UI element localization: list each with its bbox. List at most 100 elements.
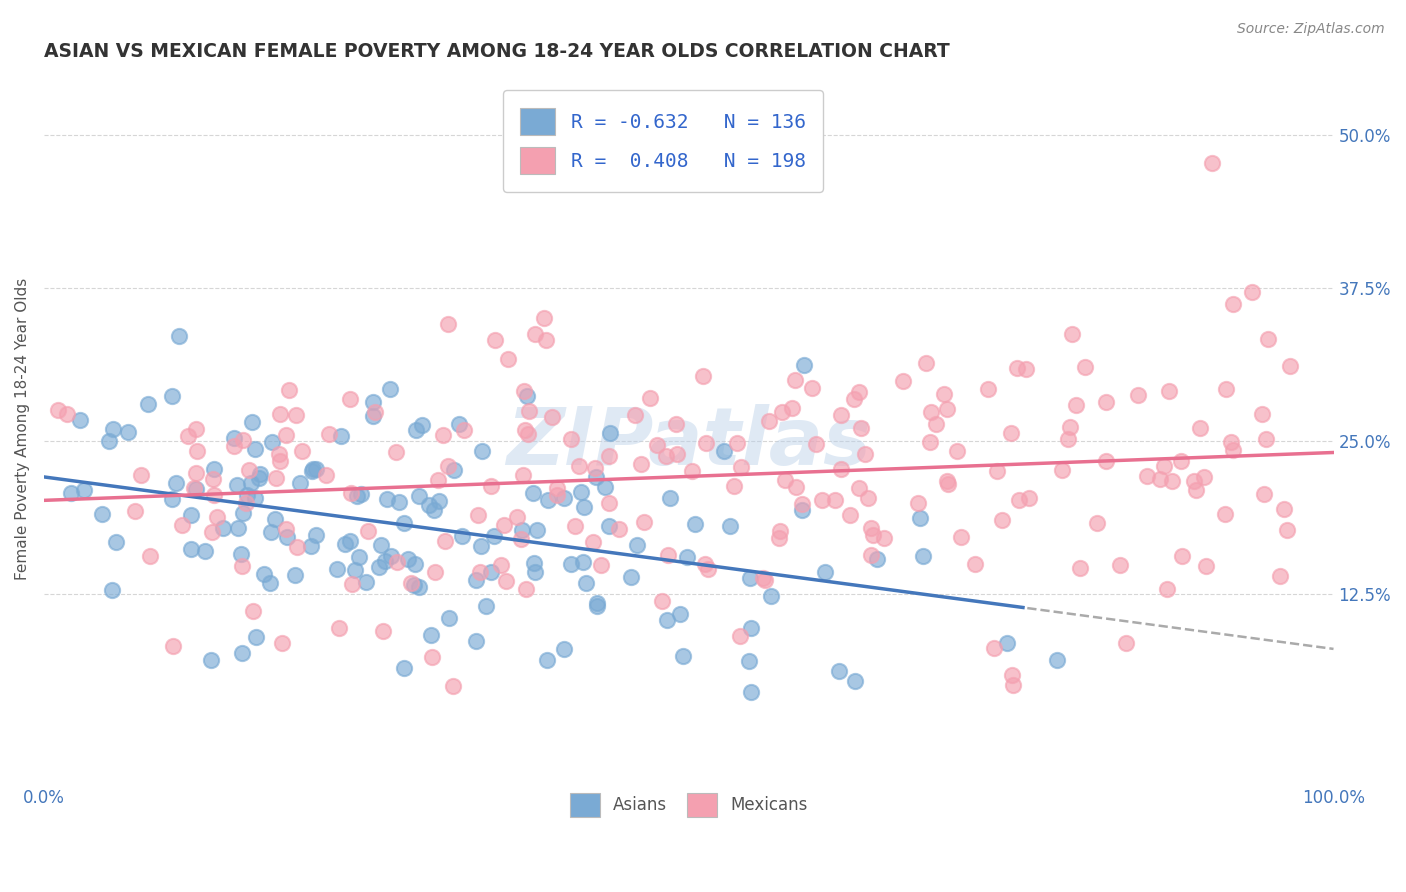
Point <box>226 478 249 492</box>
Point <box>354 575 377 590</box>
Point <box>1251 407 1274 421</box>
Point <box>824 493 846 508</box>
Point <box>1000 425 1022 440</box>
Point <box>249 467 271 481</box>
Point <box>773 473 796 487</box>
Point <box>582 534 605 549</box>
Point <box>373 554 395 568</box>
Point <box>1161 474 1184 488</box>
Point <box>862 528 884 542</box>
Point <box>516 389 538 403</box>
Point <box>658 491 681 506</box>
Point <box>243 442 266 456</box>
Point <box>350 487 373 501</box>
Point <box>335 537 357 551</box>
Point <box>963 557 986 571</box>
Point <box>305 528 328 542</box>
Point <box>1184 483 1206 497</box>
Point <box>361 395 384 409</box>
Point <box>315 467 337 482</box>
Point <box>912 549 935 563</box>
Point <box>624 409 647 423</box>
Point <box>245 491 267 506</box>
Point <box>288 476 311 491</box>
Point <box>411 417 433 432</box>
Point <box>633 515 655 529</box>
Point <box>626 538 648 552</box>
Text: ASIAN VS MEXICAN FEMALE POVERTY AMONG 18-24 YEAR OLDS CORRELATION CHART: ASIAN VS MEXICAN FEMALE POVERTY AMONG 18… <box>44 42 949 61</box>
Point <box>418 498 440 512</box>
Point <box>718 519 741 533</box>
Point <box>186 482 208 496</box>
Point <box>591 558 613 573</box>
Text: Source: ZipAtlas.com: Source: ZipAtlas.com <box>1237 22 1385 37</box>
Point <box>723 478 745 492</box>
Point <box>420 628 443 642</box>
Point <box>665 447 688 461</box>
Point <box>1046 653 1069 667</box>
Point <box>1095 394 1118 409</box>
Point <box>546 481 568 495</box>
Point <box>1257 332 1279 346</box>
Point <box>437 459 460 474</box>
Point <box>97 434 120 449</box>
Point <box>471 444 494 458</box>
Point <box>583 461 606 475</box>
Point <box>1018 491 1040 506</box>
Point <box>46 403 69 417</box>
Point <box>844 674 866 689</box>
Point <box>792 503 814 517</box>
Point <box>713 444 735 458</box>
Point <box>1095 454 1118 468</box>
Point <box>1008 493 1031 508</box>
Point <box>401 576 423 591</box>
Point <box>245 630 267 644</box>
Point <box>465 634 488 648</box>
Point <box>976 382 998 396</box>
Point <box>450 528 472 542</box>
Point <box>1275 524 1298 538</box>
Point <box>908 511 931 525</box>
Point <box>849 421 872 435</box>
Point <box>427 494 450 508</box>
Point <box>986 464 1008 478</box>
Point <box>222 439 245 453</box>
Point <box>1059 419 1081 434</box>
Point <box>105 535 128 549</box>
Point <box>936 402 959 417</box>
Point <box>420 650 443 665</box>
Point <box>676 550 699 565</box>
Point <box>496 351 519 366</box>
Point <box>373 624 395 638</box>
Point <box>212 521 235 535</box>
Point <box>264 471 287 485</box>
Point <box>408 489 430 503</box>
Point <box>560 557 582 571</box>
Point <box>470 539 492 553</box>
Point <box>370 538 392 552</box>
Point <box>240 415 263 429</box>
Point <box>60 486 83 500</box>
Point <box>1064 398 1087 412</box>
Point <box>441 679 464 693</box>
Point <box>526 524 548 538</box>
Point <box>844 392 866 407</box>
Point <box>620 570 643 584</box>
Point <box>515 582 537 596</box>
Point <box>983 640 1005 655</box>
Point <box>1014 361 1036 376</box>
Point <box>378 382 401 396</box>
Point <box>697 562 720 576</box>
Point <box>276 530 298 544</box>
Point <box>1149 472 1171 486</box>
Point <box>759 589 782 603</box>
Point <box>1201 156 1223 170</box>
Point <box>380 549 402 564</box>
Point <box>1050 463 1073 477</box>
Point <box>1253 487 1275 501</box>
Point <box>695 436 717 450</box>
Point <box>129 467 152 482</box>
Point <box>1222 443 1244 458</box>
Point <box>830 409 852 423</box>
Point <box>572 555 595 569</box>
